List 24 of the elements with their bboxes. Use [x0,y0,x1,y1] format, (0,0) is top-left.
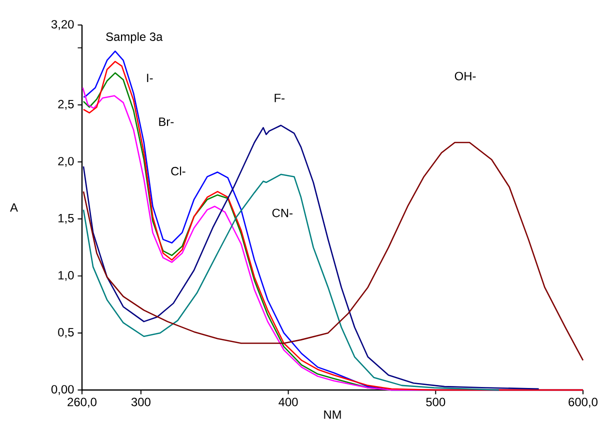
y-axis-title: A [10,203,18,212]
y-tick-label: 1,5 [58,214,74,224]
x-tick-label: 300 [131,398,150,406]
annotation: Br- [159,118,174,126]
y-tick-label: 2,0 [58,156,74,167]
annotation: OH- [454,72,476,80]
line-series [82,174,500,391]
y-tick-label: 3,20 [51,20,74,30]
x-tick-label: 400 [278,398,298,406]
x-tick-label: 260,0 [68,398,96,408]
x-tick-label: 600,0 [568,398,598,408]
annotation: I- [147,74,153,82]
x-axis-title: NM [324,410,341,419]
text: Sample 3a [106,32,163,44]
y-tick-label: 0,5 [58,328,74,338]
annotation: F- [274,94,285,102]
y-tick-label: 1,0 [58,271,74,281]
y-tick-label: 0,00 [51,385,74,395]
line-series [82,124,540,390]
line-series [82,142,584,361]
y-tick-label: 2,5 [58,100,74,110]
annotation: Cl- [171,166,186,176]
annotation: CN- [272,208,292,218]
x-tick-label: 500 [426,398,446,406]
